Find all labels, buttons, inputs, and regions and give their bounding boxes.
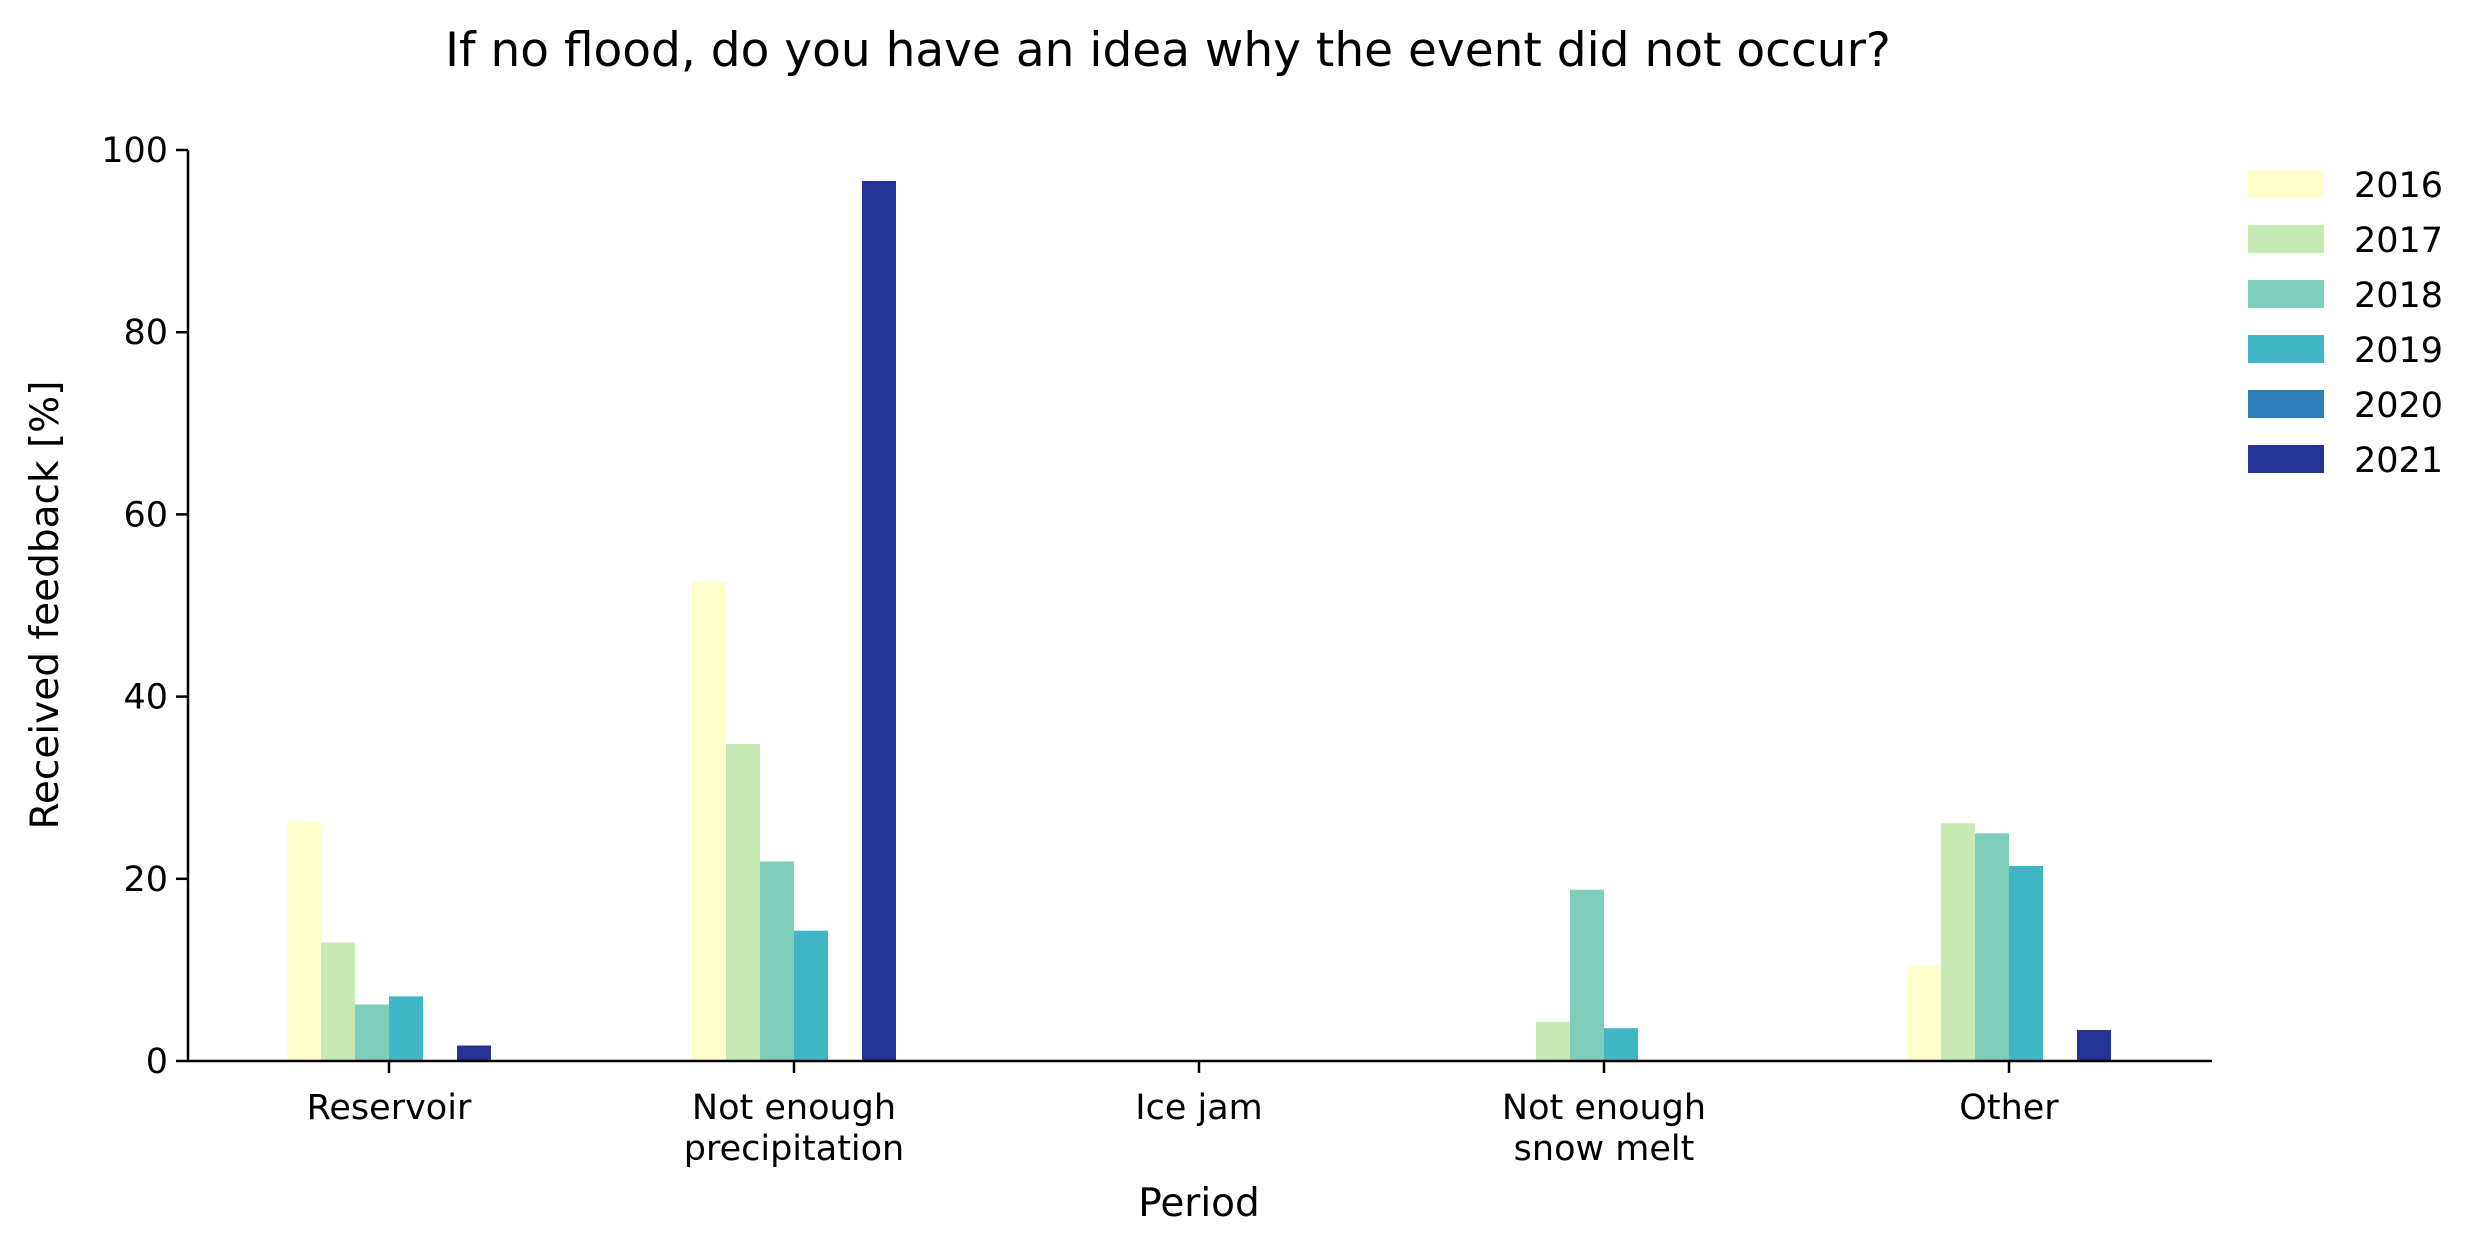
y-tick-label: 40 — [123, 678, 168, 718]
x-tick-label: Other — [1959, 1088, 2059, 1128]
x-tick-label: Ice jam — [1135, 1088, 1263, 1128]
x-axis-label: Period — [1138, 1181, 1260, 1226]
legend-swatch-2016 — [2248, 170, 2324, 198]
bar-2017-5 — [1941, 823, 1975, 1061]
bar-2017-1 — [321, 942, 355, 1061]
y-tick-label: 60 — [123, 495, 168, 535]
legend-label-2021: 2021 — [2354, 441, 2443, 481]
x-tick-label: Not enough precipitation — [684, 1088, 905, 1169]
bar-2019-4 — [1604, 1028, 1638, 1061]
x-tick-label: Not enough snow melt — [1502, 1088, 1706, 1169]
chart-title: If no flood, do you have an idea why the… — [445, 23, 1891, 78]
y-axis: 0 20 40 60 80 100 — [101, 131, 190, 1082]
bar-2021-2 — [862, 181, 896, 1061]
bar-2021-5 — [2077, 1030, 2111, 1061]
y-tick-label: 100 — [101, 131, 168, 171]
legend-label-2017: 2017 — [2354, 221, 2443, 261]
legend-swatch-2020 — [2248, 390, 2324, 418]
bar-2019-2 — [794, 930, 828, 1061]
legend-label-2020: 2020 — [2354, 386, 2443, 426]
bar-2018-1 — [355, 1004, 389, 1061]
bar-2019-1 — [389, 996, 423, 1061]
bar-2019-5 — [2009, 866, 2043, 1061]
bar-2017-4 — [1536, 1021, 1570, 1061]
legend-swatch-2021 — [2248, 445, 2324, 473]
bar-2017-2 — [726, 744, 760, 1061]
legend-label-2019: 2019 — [2354, 331, 2443, 371]
legend-swatch-2019 — [2248, 335, 2324, 363]
legend-label-2018: 2018 — [2354, 276, 2443, 316]
legend: 2016 2017 2018 2019 2020 2021 — [2248, 166, 2443, 481]
bar-2016-5 — [1907, 965, 1941, 1061]
legend-swatch-2018 — [2248, 280, 2324, 308]
bar-2018-5 — [1975, 833, 2009, 1062]
bar-2018-2 — [760, 861, 794, 1061]
y-tick-label: 80 — [123, 313, 168, 353]
y-tick-label: 20 — [123, 860, 168, 900]
bar-2016-2 — [692, 581, 726, 1061]
bar-2018-4 — [1570, 889, 1604, 1061]
legend-label-2016: 2016 — [2354, 166, 2443, 206]
y-tick-label: 0 — [146, 1042, 168, 1082]
bar-2021-1 — [457, 1045, 491, 1061]
bar-2016-1 — [287, 821, 321, 1061]
plot-area — [287, 181, 2111, 1062]
y-axis-label: Received feedback [%] — [23, 381, 68, 830]
x-tick-label: Reservoir — [307, 1088, 472, 1128]
legend-swatch-2017 — [2248, 225, 2324, 253]
x-axis: Reservoir Not enough precipitation Ice jam N… — [188, 1059, 2212, 1169]
